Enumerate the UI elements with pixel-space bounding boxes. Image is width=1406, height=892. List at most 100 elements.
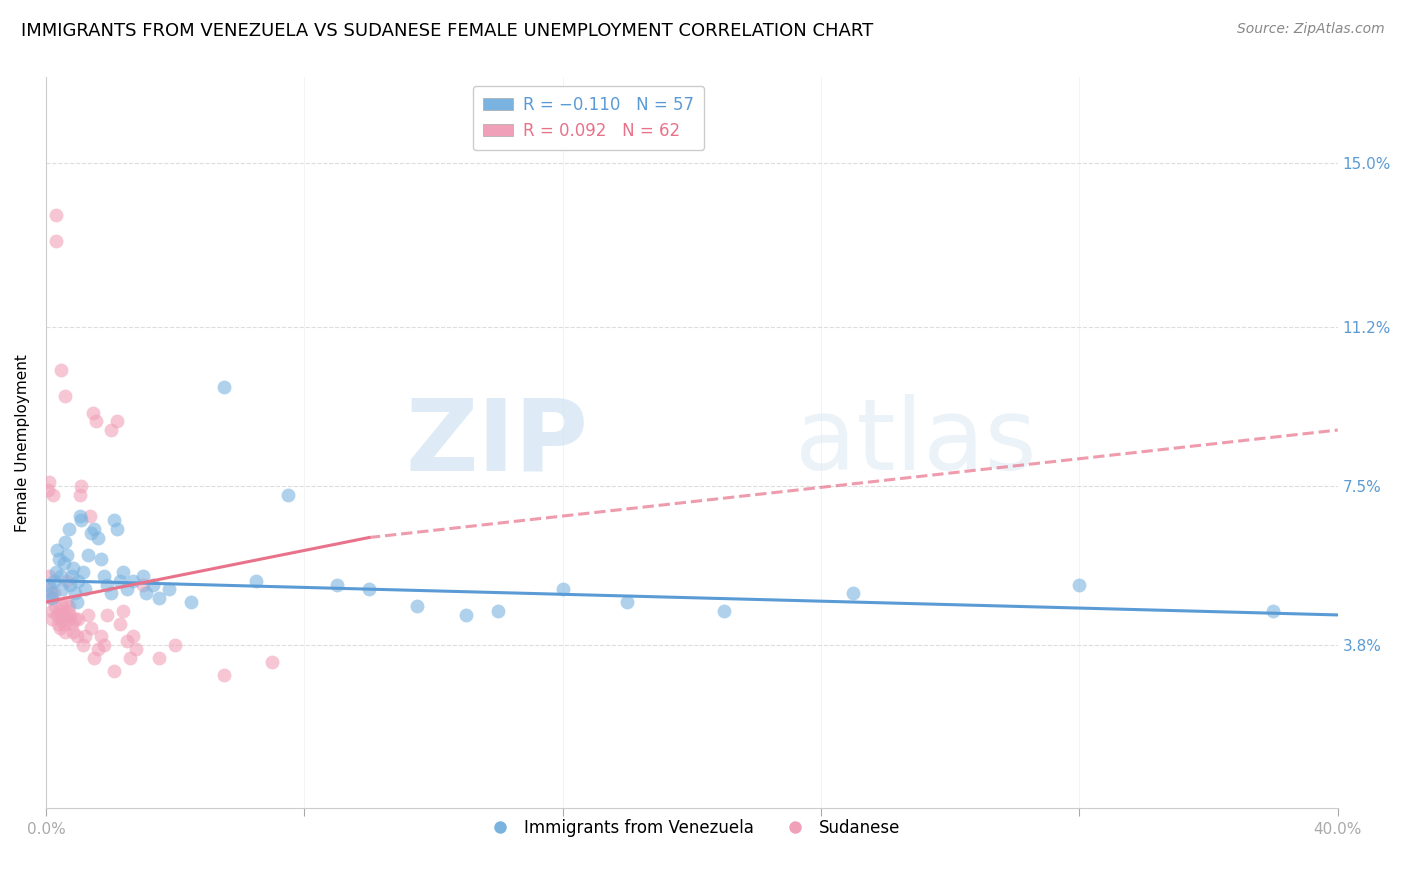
Point bbox=[70, 479, 93, 493]
Point bbox=[212, 380, 235, 394]
Point bbox=[62, 625, 84, 640]
Point bbox=[62, 560, 84, 574]
Point bbox=[148, 651, 170, 665]
Point bbox=[72, 638, 94, 652]
Point bbox=[46, 543, 69, 558]
Point bbox=[212, 668, 235, 682]
Point bbox=[59, 607, 82, 622]
Point bbox=[56, 548, 79, 562]
Point bbox=[73, 582, 96, 596]
Point bbox=[86, 642, 108, 657]
Point bbox=[51, 363, 73, 377]
Point bbox=[56, 574, 79, 588]
Point bbox=[454, 607, 477, 622]
Point bbox=[53, 534, 76, 549]
Point bbox=[52, 616, 75, 631]
Point bbox=[38, 569, 60, 583]
Point bbox=[77, 548, 100, 562]
Point bbox=[118, 651, 141, 665]
Text: Source: ZipAtlas.com: Source: ZipAtlas.com bbox=[1237, 22, 1385, 37]
Point bbox=[616, 595, 638, 609]
Point bbox=[80, 526, 103, 541]
Text: ZIP: ZIP bbox=[406, 394, 589, 491]
Point bbox=[86, 531, 108, 545]
Point bbox=[103, 513, 125, 527]
Point bbox=[82, 406, 104, 420]
Point bbox=[1263, 604, 1285, 618]
Point bbox=[52, 557, 75, 571]
Point bbox=[135, 586, 157, 600]
Point bbox=[141, 578, 163, 592]
Point bbox=[84, 414, 107, 428]
Point bbox=[42, 487, 65, 501]
Point bbox=[148, 591, 170, 605]
Point bbox=[165, 638, 187, 652]
Point bbox=[105, 522, 128, 536]
Point bbox=[103, 664, 125, 678]
Point bbox=[842, 586, 865, 600]
Point bbox=[112, 604, 135, 618]
Point bbox=[66, 630, 89, 644]
Point bbox=[115, 582, 138, 596]
Point bbox=[93, 569, 115, 583]
Point bbox=[132, 569, 155, 583]
Point bbox=[48, 621, 70, 635]
Point bbox=[83, 651, 105, 665]
Point bbox=[245, 574, 267, 588]
Point bbox=[45, 234, 67, 248]
Point bbox=[110, 574, 132, 588]
Point bbox=[110, 616, 132, 631]
Point bbox=[112, 565, 135, 579]
Point bbox=[325, 578, 347, 592]
Point bbox=[357, 582, 380, 596]
Point bbox=[41, 591, 63, 605]
Point bbox=[125, 642, 148, 657]
Legend: Immigrants from Venezuela, Sudanese: Immigrants from Venezuela, Sudanese bbox=[477, 813, 907, 844]
Point bbox=[39, 586, 62, 600]
Point bbox=[73, 630, 96, 644]
Point bbox=[46, 616, 69, 631]
Point bbox=[105, 414, 128, 428]
Point bbox=[486, 604, 509, 618]
Point bbox=[55, 595, 77, 609]
Point bbox=[51, 582, 73, 596]
Point bbox=[53, 625, 76, 640]
Point bbox=[38, 578, 60, 592]
Point bbox=[96, 578, 118, 592]
Point bbox=[48, 604, 70, 618]
Point bbox=[77, 607, 100, 622]
Point bbox=[1069, 578, 1091, 592]
Point bbox=[713, 604, 735, 618]
Point bbox=[100, 586, 122, 600]
Text: IMMIGRANTS FROM VENEZUELA VS SUDANESE FEMALE UNEMPLOYMENT CORRELATION CHART: IMMIGRANTS FROM VENEZUELA VS SUDANESE FE… bbox=[21, 22, 873, 40]
Point bbox=[42, 574, 65, 588]
Point bbox=[277, 487, 299, 501]
Point bbox=[260, 655, 283, 669]
Point bbox=[80, 621, 103, 635]
Point bbox=[180, 595, 202, 609]
Point bbox=[83, 522, 105, 536]
Point bbox=[122, 630, 145, 644]
Point bbox=[51, 599, 73, 614]
Point bbox=[100, 423, 122, 437]
Point bbox=[45, 565, 67, 579]
Point bbox=[45, 208, 67, 222]
Point bbox=[90, 630, 112, 644]
Point bbox=[72, 565, 94, 579]
Point bbox=[56, 604, 79, 618]
Point bbox=[41, 612, 63, 626]
Point bbox=[41, 604, 63, 618]
Point bbox=[49, 569, 72, 583]
Point bbox=[58, 522, 80, 536]
Point bbox=[90, 552, 112, 566]
Point bbox=[58, 599, 80, 614]
Point bbox=[60, 616, 83, 631]
Point bbox=[48, 552, 70, 566]
Text: atlas: atlas bbox=[796, 394, 1036, 491]
Point bbox=[38, 475, 60, 489]
Point bbox=[59, 578, 82, 592]
Point bbox=[551, 582, 574, 596]
Point bbox=[44, 599, 66, 614]
Point bbox=[132, 578, 155, 592]
Point bbox=[115, 633, 138, 648]
